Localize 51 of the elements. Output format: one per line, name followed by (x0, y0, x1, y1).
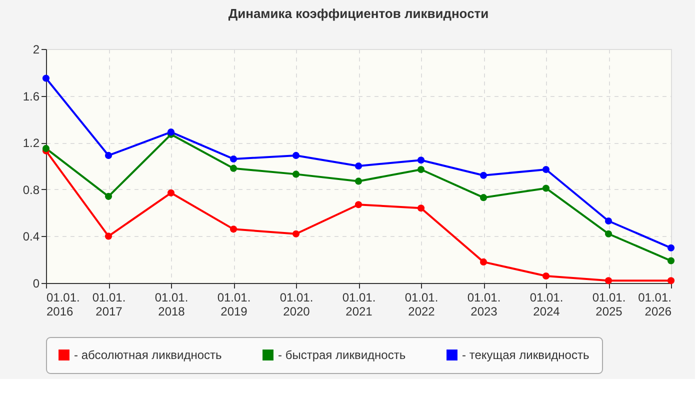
point (104, 152, 112, 159)
point (417, 204, 425, 212)
point (604, 277, 612, 284)
point (667, 244, 675, 252)
point (230, 164, 238, 172)
point (480, 172, 488, 179)
y-tick-label: 0 (32, 276, 40, 290)
x-tick-label: 01.01. 2022 (404, 290, 438, 318)
y-tick-label: 2 (32, 42, 40, 56)
x-tick-label: 01.01. 2016 (46, 290, 80, 318)
point (292, 170, 300, 178)
legend-label: - текущая ликвидность (462, 348, 590, 362)
legend-label: - абсолютная ликвидность (74, 348, 222, 362)
point (42, 74, 50, 82)
point (604, 230, 612, 238)
point (417, 156, 425, 164)
legend-label: - быстрая ликвидность (278, 348, 406, 362)
x-tick-label: 01.01. 2018 (154, 290, 188, 318)
y-tick-label: 0.8 (22, 182, 40, 197)
point (542, 166, 550, 174)
point (230, 226, 238, 233)
point (292, 152, 300, 159)
x-tick-label: 01.01. 2024 (530, 290, 564, 318)
point (542, 272, 550, 280)
point (604, 217, 612, 225)
y-tick-label: 1.2 (22, 136, 40, 150)
point (354, 162, 362, 170)
point (480, 194, 488, 202)
point (417, 166, 425, 174)
x-tick-label: 01.01. 2025 (592, 290, 626, 318)
x-tick-label: 01.01. 2026 (638, 290, 672, 318)
y-tick-label: 1.6 (22, 89, 40, 104)
point (667, 277, 675, 284)
x-tick-label: 01.01. 2020 (280, 290, 314, 318)
x-tick-label: 01.01. 2021 (342, 290, 376, 318)
y-tick-label: 0.4 (22, 230, 40, 244)
point (480, 258, 488, 266)
x-tick-label: 01.01. 2017 (92, 290, 126, 318)
point (292, 230, 300, 238)
point (42, 144, 50, 152)
point (104, 192, 112, 200)
chart-title: Динамика коэффициентов ликвидности (228, 6, 489, 21)
x-tick-label: 01.01. 2019 (217, 290, 251, 318)
point (354, 178, 362, 185)
point (542, 184, 550, 192)
point (667, 257, 675, 264)
point (354, 201, 362, 208)
point (230, 155, 238, 163)
point (167, 189, 175, 196)
x-tick-label: 01.01. 2023 (467, 290, 501, 318)
point (104, 232, 112, 240)
